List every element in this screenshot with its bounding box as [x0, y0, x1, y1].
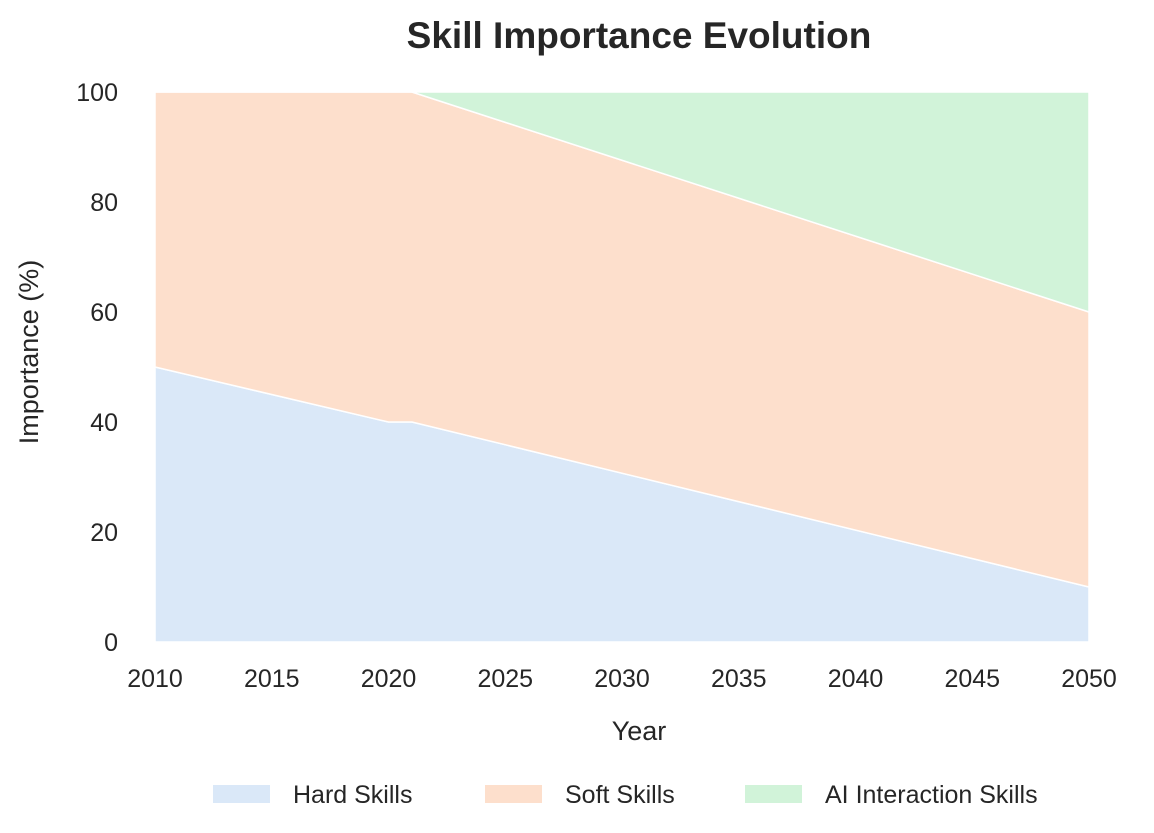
y-tick-label: 100: [76, 79, 118, 107]
x-tick-label: 2010: [127, 665, 183, 693]
x-tick-label: 2050: [1061, 665, 1117, 693]
legend-label: Hard Skills: [293, 781, 412, 809]
legend: Hard Skills Soft Skills AI Interaction Ski…: [213, 781, 1038, 809]
legend-swatch: [213, 785, 270, 803]
x-tick-label: 2025: [477, 665, 533, 693]
chart-title: Skill Importance Evolution: [407, 15, 872, 56]
x-axis-label: Year: [612, 716, 667, 746]
y-tick-label: 40: [90, 409, 118, 437]
x-tick-label: 2020: [361, 665, 417, 693]
x-tick-label: 2040: [828, 665, 884, 693]
y-axis-ticks: 0 20 40 60 80 100: [76, 79, 118, 657]
y-tick-label: 60: [90, 299, 118, 327]
x-tick-label: 2015: [244, 665, 300, 693]
x-tick-label: 2030: [594, 665, 650, 693]
legend-item: Hard Skills: [213, 781, 412, 809]
plot-area: [154, 91, 1090, 643]
y-tick-label: 0: [104, 629, 118, 657]
legend-swatch: [745, 785, 802, 803]
x-axis-ticks: 2010 2015 2020 2025 2030 2035 2040 2045 2050: [127, 665, 1117, 693]
y-tick-label: 80: [90, 189, 118, 217]
x-tick-label: 2035: [711, 665, 767, 693]
legend-swatch: [485, 785, 542, 803]
x-tick-label: 2045: [944, 665, 1000, 693]
y-tick-label: 20: [90, 519, 118, 547]
legend-label: AI Interaction Skills: [825, 781, 1038, 809]
legend-item: AI Interaction Skills: [745, 781, 1038, 809]
y-axis-label: Importance (%): [14, 260, 44, 445]
legend-label: Soft Skills: [565, 781, 675, 809]
area-series-2: [154, 91, 1090, 313]
legend-item: Soft Skills: [485, 781, 675, 809]
